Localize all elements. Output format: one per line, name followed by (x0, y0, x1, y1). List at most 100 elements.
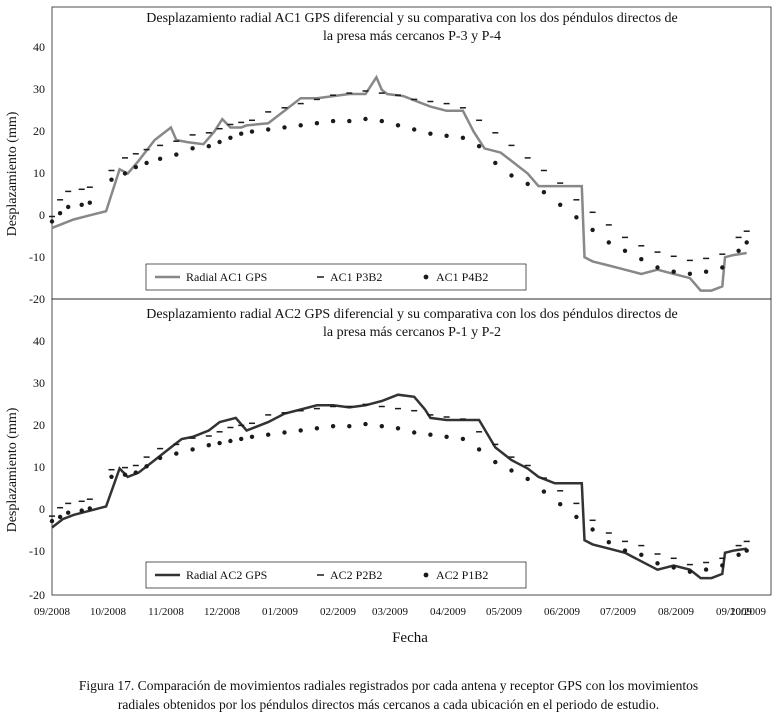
chart-2-series-2-dot-point (736, 552, 741, 557)
chart-1-series-2-dot-point (314, 121, 320, 126)
chart-1-series-2-dot-point (57, 211, 63, 216)
chart-1-series-2-dot-point (558, 202, 563, 207)
legend-label-p1b2: AC2 P1B2 (436, 568, 488, 582)
chart-1-series-2-dot-point (133, 164, 138, 170)
chart-2-series-2-dot-point (379, 424, 384, 429)
chart-1-series-2-dot-point (703, 269, 709, 274)
chart-2-series-2-dot-point (622, 548, 628, 553)
chart-1-y-ticks: 40 30 20 10 0 -10 -20 (29, 40, 45, 306)
chart-2-series-2-dot-point (347, 424, 352, 429)
chart-2-series-2-dot-point (87, 506, 93, 511)
chart-2-series-2-dot-point (239, 436, 244, 442)
chart-2-series-2-dot-point (49, 518, 55, 524)
y-tick-label: 0 (39, 502, 45, 516)
panel-2-frame (51, 298, 772, 596)
chart-2-series-2-dot-point (228, 438, 233, 444)
x-axis-label: Fecha (392, 630, 428, 646)
chart-2-series-2-dot-point (206, 443, 211, 448)
chart-1-series-2-dot-point (87, 200, 93, 205)
x-tick-label: 09/2008 (34, 606, 71, 618)
chart-2-ylabel: Desplazamiento (mm) (5, 407, 20, 532)
y-tick-label: 30 (33, 376, 45, 390)
figure-caption: Figura 17. Comparación de movimientos ra… (20, 676, 757, 714)
chart-1-series-2-dot-point (428, 131, 433, 136)
legend-box (145, 561, 527, 589)
chart-2-series-2-dot-point (190, 447, 195, 452)
y-tick-label: 10 (33, 166, 45, 180)
x-tick-label: 02/2009 (320, 606, 357, 618)
x-tick-label: 09/2009 (716, 606, 753, 618)
chart-1-series-2-dot-point (736, 248, 741, 253)
chart-1-series-2-dot-point (49, 219, 55, 224)
chart-2-series-2-dot-point (395, 426, 401, 431)
chart-1-series-2-dot-point (379, 118, 384, 124)
chart-1-series-2-dot-point (622, 248, 628, 253)
chart-1-series-2-dot-point (395, 123, 401, 128)
chart-1-series-2-dot-point (671, 269, 676, 274)
legend-swatch-p4b2 (423, 274, 429, 280)
chart-1-series-2-dot-point (606, 240, 611, 245)
chart-2-title-line2: la presa más cercanos P-1 y P-2 (323, 325, 501, 340)
legend-swatch-p1b2 (423, 572, 429, 578)
y-tick-label: -20 (29, 292, 45, 306)
panel-1-frame (51, 6, 772, 300)
chart-1-series-2-dot-point (228, 135, 233, 140)
chart-2-series-2-dot-point (363, 421, 368, 427)
chart-2-series-2-dot-point (574, 514, 579, 520)
chart-1-legend: Radial AC1 GPS AC1 P3B2 AC1 P4B2 (145, 263, 527, 291)
chart-1-series-2-dot-point (525, 181, 530, 187)
legend-label-gps: Radial AC2 GPS (186, 568, 267, 582)
y-tick-label: 20 (33, 418, 45, 432)
chart-1-series-2-dot-point (347, 118, 352, 124)
x-tick-label: 04/2009 (430, 606, 467, 618)
chart-2-series-2-dot-point (444, 434, 449, 439)
chart-1-series-2-dot-point (266, 127, 271, 132)
caption-line-2: radiales obtenidos por los péndulos dire… (117, 697, 660, 712)
x-tick-label: 07/2009 (600, 606, 637, 618)
chart-2-series-2-dot-point (79, 508, 84, 513)
chart-2-series-2-dot-point (639, 552, 644, 557)
chart-1-series-2-dot-point (157, 156, 163, 161)
chart-2-series-2-dot-point (655, 561, 660, 566)
chart-2-marks (49, 393, 750, 580)
chart-1-series-2-dot-point (298, 123, 303, 128)
chart-2-series-2-dot-point (703, 567, 709, 572)
chart-1-ylabel: Desplazamiento (mm) (5, 111, 20, 236)
x-tick-label: 05/2009 (486, 606, 523, 618)
x-tick-label: 12/2008 (204, 606, 241, 618)
x-tick-label: 01/2009 (262, 606, 299, 618)
chart-1-series-2-dot-point (109, 177, 114, 182)
x-tick-label: 06/2009 (544, 606, 581, 618)
y-tick-label: 0 (39, 208, 45, 222)
chart-1-series-2-dot-point (190, 146, 195, 151)
chart-2-series-2-dot-point (476, 447, 482, 452)
chart-1-series-2-dot-point (687, 271, 693, 276)
chart-2-series-2-dot-point (720, 563, 725, 568)
chart-2-series-2-dot-point (606, 540, 611, 545)
chart-1-series-2-dot-point (412, 127, 417, 132)
chart-2-series-2-dot-point (109, 474, 114, 479)
legend-label-p3b2: AC1 P3B2 (330, 270, 382, 284)
chart-1-series-2-dot-point (574, 215, 579, 220)
chart-2-series-2-dot-point (144, 464, 149, 469)
chart-2-series-2-dot-point (314, 426, 320, 431)
chart-2-series-2-dot-point (671, 565, 676, 570)
chart-1-series-2-dot-point (122, 171, 128, 176)
chart-1-series-2-dot-point (217, 139, 222, 145)
y-tick-label: -10 (29, 250, 45, 264)
chart-2-series-2-dot-point (249, 434, 255, 439)
x-tick-label: 10/2008 (90, 606, 127, 618)
chart-2-series-2-dot-point (541, 489, 547, 494)
y-tick-label: -10 (29, 544, 45, 558)
chart-1-title-line2: la presa más cercanos P-3 y P-4 (323, 29, 501, 44)
chart-1-series-2-dot-point (509, 173, 514, 178)
legend-label-p4b2: AC1 P4B2 (436, 270, 488, 284)
chart-1-series-2-dot-point (541, 190, 547, 195)
chart-1-marks (49, 74, 750, 292)
chart-1-series-2-dot-point (66, 204, 71, 210)
y-tick-label: 40 (33, 334, 45, 348)
legend-box (145, 263, 527, 291)
chart-1-series-2-dot-point (493, 160, 498, 166)
